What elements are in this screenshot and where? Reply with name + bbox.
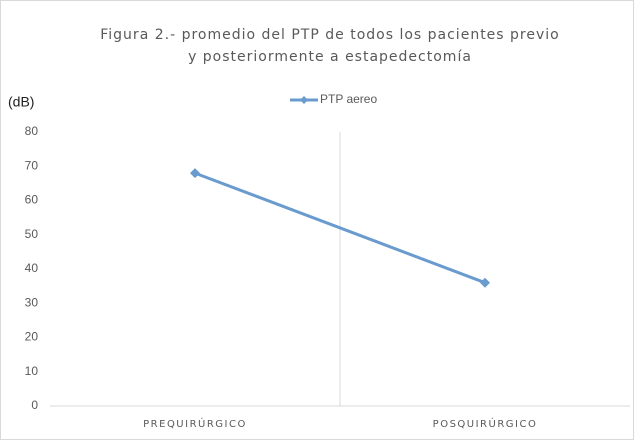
y-tick-label: 0 <box>31 398 38 412</box>
legend-marker <box>300 96 308 104</box>
x-tick-label: POSQUIRÚRGICO <box>433 417 538 430</box>
y-tick-label: 50 <box>25 227 39 241</box>
data-line <box>194 171 486 285</box>
chart-title: Figura 2.- promedio del PTP de todos los… <box>100 27 559 43</box>
y-axis-label: (dB) <box>8 94 34 110</box>
y-tick-label: 60 <box>25 193 39 207</box>
y-tick-label: 70 <box>25 158 39 172</box>
legend-label: PTP aereo <box>320 92 377 106</box>
y-tick-label: 80 <box>25 124 39 138</box>
y-tick-label: 30 <box>25 295 39 309</box>
x-tick-label: PREQUIRÚRGICO <box>143 417 247 430</box>
data-point <box>480 277 490 288</box>
chart-title: y posteriormente a estapedectomía <box>188 49 472 65</box>
y-tick-label: 10 <box>25 364 39 378</box>
y-tick-label: 40 <box>25 261 39 275</box>
y-tick-label: 20 <box>25 330 39 344</box>
data-point <box>190 168 200 179</box>
